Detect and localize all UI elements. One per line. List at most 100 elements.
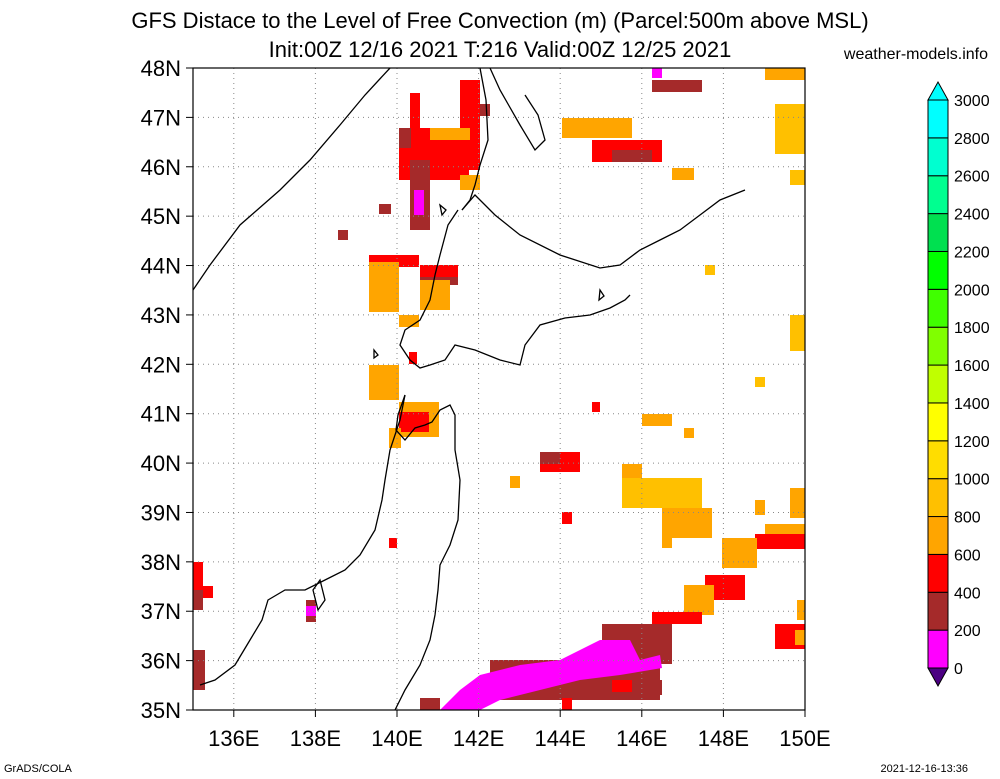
colorbar-segment — [927, 516, 949, 555]
lat-tick-label: 40N — [141, 451, 181, 476]
shade-cell — [399, 128, 411, 148]
colorbar-segment — [927, 250, 949, 290]
colorbar-tick-label: 2800 — [954, 131, 990, 148]
colorbar-segment — [927, 591, 949, 631]
shade-cell — [540, 452, 560, 464]
shade-cell — [705, 265, 715, 275]
colorbar-tick-label: 2600 — [954, 169, 990, 186]
shade-cell — [684, 585, 714, 615]
colorbar-tick-label: 600 — [954, 547, 981, 564]
lon-tick-label: 148E — [698, 726, 749, 751]
shade-cell — [672, 168, 694, 180]
title-line-2: Init:00Z 12/16 2021 T:216 Valid:00Z 12/2… — [268, 37, 732, 62]
shade-cell — [562, 512, 572, 524]
shade-cell — [652, 80, 702, 92]
colorbar-tick-label: 1400 — [954, 396, 990, 413]
shade-cell — [562, 118, 632, 138]
lat-tick-label: 44N — [141, 254, 181, 279]
colorbar-segment — [927, 478, 949, 518]
shade-cell — [420, 698, 440, 710]
shade-cell — [612, 150, 652, 162]
shade-cell — [652, 612, 702, 624]
lon-tick-label: 138E — [290, 726, 341, 751]
colorbar-segment — [927, 137, 949, 177]
shade-cell — [203, 586, 213, 598]
colorbar-tick-label: 1000 — [954, 472, 990, 489]
colorbar-segment — [927, 175, 949, 215]
colorbar-tick-label: 0 — [954, 661, 963, 678]
shade-cell — [389, 428, 401, 448]
shade-cell — [369, 262, 399, 312]
lfc-shading — [193, 68, 805, 710]
colorbar-tick-label: 1800 — [954, 320, 990, 337]
footer-right: 2021-12-16-13:36 — [880, 763, 968, 775]
lat-tick-label: 42N — [141, 352, 181, 377]
colorbar-segment — [927, 629, 949, 669]
shade-cell — [642, 414, 672, 426]
shade-cell — [460, 80, 480, 170]
shade-cell — [430, 128, 470, 140]
colorbar-tick-label: 400 — [954, 585, 981, 602]
shade-cell — [409, 352, 417, 364]
lon-tick-label: 140E — [371, 726, 422, 751]
shade-cell — [399, 315, 419, 327]
site-label: weather-models.info — [843, 46, 988, 63]
colorbar-tick-label: 2000 — [954, 282, 990, 299]
shade-cell — [755, 534, 805, 549]
lat-tick-label: 41N — [141, 402, 181, 427]
shade-cell — [755, 377, 765, 387]
shade-cell — [775, 104, 805, 154]
shade-cell — [684, 428, 694, 438]
shade-cell — [306, 606, 316, 616]
colorbar-segment — [927, 553, 949, 593]
colorbar-tick-label: 3000 — [954, 93, 990, 110]
shade-cell — [765, 68, 805, 80]
shade-cell — [369, 365, 399, 400]
shade-cell — [790, 315, 805, 351]
lon-tick-label: 144E — [535, 726, 586, 751]
lat-tick-label: 46N — [141, 155, 181, 180]
lon-tick-label: 146E — [616, 726, 667, 751]
colorbar-segment — [927, 326, 949, 366]
lat-tick-label: 39N — [141, 500, 181, 525]
lon-tick-label: 136E — [208, 726, 259, 751]
shade-cell — [790, 170, 805, 185]
lat-tick-label: 38N — [141, 550, 181, 575]
colorbar-tick-label: 200 — [954, 623, 981, 640]
colorbar-segment — [927, 364, 949, 404]
lon-tick-label: 142E — [453, 726, 504, 751]
lat-tick-label: 37N — [141, 599, 181, 624]
map-axes: 136E 138E 140E 142E 144E 146E 148E 150E 35N 36N 37… — [141, 56, 831, 751]
shade-cell — [622, 478, 702, 508]
shade-cell — [652, 68, 662, 78]
colorbar: 0 200 400 600 800 1000 1200 1400 1600 1800 2000 220… — [927, 80, 990, 688]
shade-cell — [592, 402, 600, 412]
shade-cell — [562, 698, 572, 710]
shade-cell — [480, 104, 490, 116]
colorbar-segment — [927, 99, 949, 139]
lat-tick-label: 48N — [141, 56, 181, 81]
shade-cell — [440, 640, 662, 710]
shade-cell — [510, 476, 520, 488]
colorbar-tick-label: 2400 — [954, 207, 990, 224]
shade-cell — [755, 500, 765, 515]
plot-frame — [192, 67, 806, 711]
shade-cell — [338, 230, 348, 240]
colorbar-segment — [927, 440, 949, 480]
colorbar-tick-label: 1200 — [954, 434, 990, 451]
shade-cell — [652, 680, 662, 695]
shade-cell — [193, 650, 205, 690]
colorbar-tick-label: 800 — [954, 510, 981, 527]
shade-cell — [399, 412, 429, 432]
lat-tick-label: 36N — [141, 649, 181, 674]
shade-cell — [420, 280, 450, 310]
lon-tick-label: 150E — [779, 726, 830, 751]
shade-cell — [420, 265, 458, 277]
shade-cell — [795, 630, 805, 645]
shade-cell — [612, 680, 632, 692]
shade-cell — [193, 562, 203, 607]
title-line-1: GFS Distace to the Level of Free Convect… — [131, 8, 869, 33]
lat-tick-label: 35N — [141, 698, 181, 723]
shade-cell — [722, 538, 757, 568]
